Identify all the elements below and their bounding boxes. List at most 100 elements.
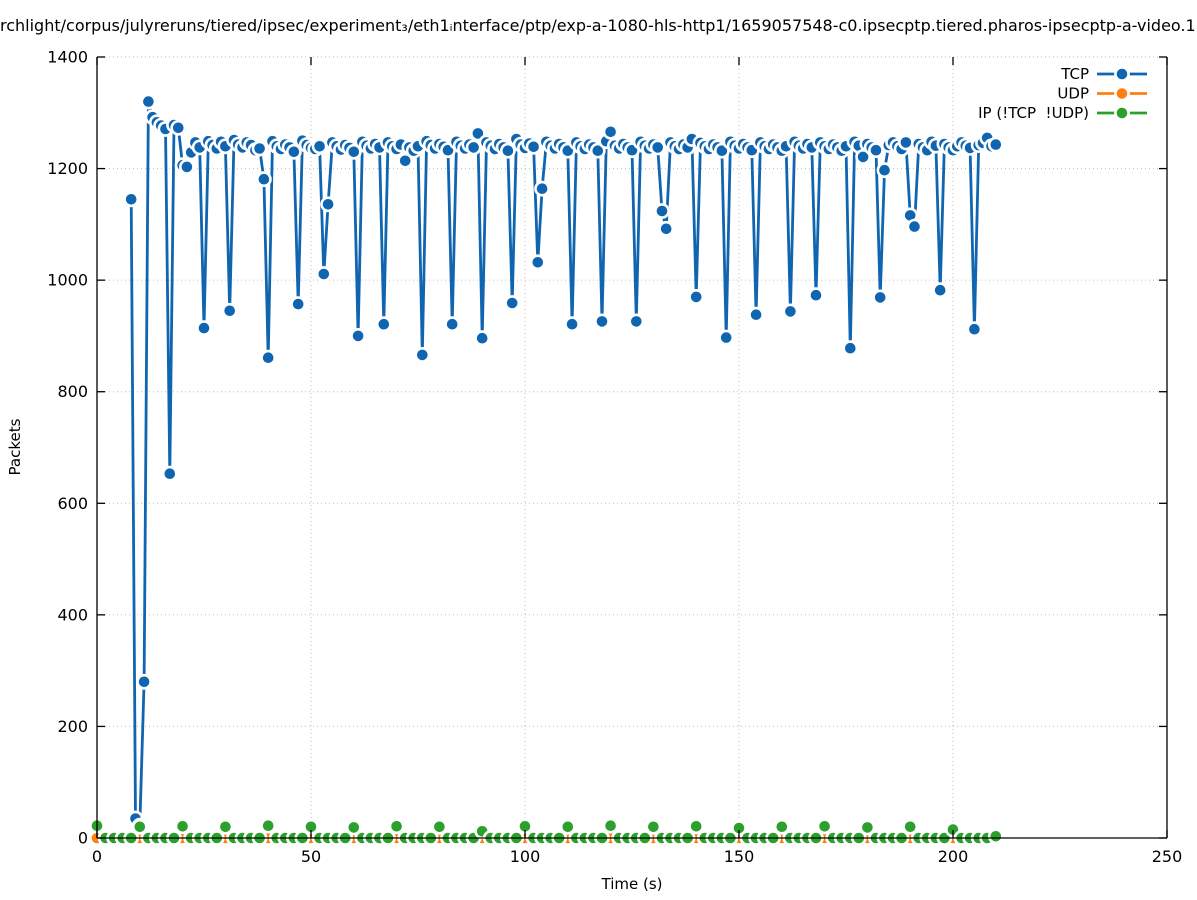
- x-tick-label: 150: [724, 847, 755, 866]
- data-point-marker: [474, 330, 491, 347]
- legend-item-ip-other: IP (!TCP !UDP): [978, 104, 1147, 122]
- data-point-marker: [842, 340, 859, 357]
- data-point-marker: [645, 818, 662, 835]
- data-point-marker: [140, 93, 157, 110]
- data-point-marker: [221, 302, 238, 319]
- data-point-marker: [649, 139, 666, 156]
- data-point-marker: [388, 818, 405, 835]
- tick-label-layer: 0 50 100 150 200 250 0 200 400 600 800 1000 1200 1400: [47, 48, 1182, 867]
- y-tick-label: 600: [57, 494, 88, 513]
- data-point-marker: [898, 134, 914, 151]
- data-point-marker: [174, 818, 191, 835]
- data-point-marker: [217, 818, 234, 835]
- data-point-marker: [345, 819, 362, 836]
- y-tick-label: 400: [57, 605, 88, 624]
- data-point-marker: [966, 321, 983, 338]
- data-point-marker: [688, 818, 705, 835]
- data-point-marker: [534, 180, 550, 197]
- data-point-marker: [397, 152, 414, 169]
- series-tcp: [123, 93, 1004, 834]
- x-tick-label: 0: [92, 847, 102, 866]
- series-layer: [89, 93, 1004, 846]
- data-point-marker: [808, 287, 824, 304]
- y-tick-label: 200: [57, 717, 88, 736]
- data-point-marker: [902, 818, 919, 835]
- data-point-marker: [136, 673, 152, 690]
- y-tick-label: 1000: [47, 271, 88, 290]
- series-ip-other: [89, 817, 1004, 846]
- data-point-marker: [654, 203, 670, 219]
- data-point-marker: [589, 142, 606, 159]
- data-point-marker: [718, 329, 735, 346]
- data-point-marker: [315, 266, 332, 282]
- x-tick-label: 100: [510, 847, 541, 866]
- data-point-marker: [123, 191, 140, 208]
- data-point-marker: [987, 136, 1004, 153]
- legend-marker: [1114, 85, 1130, 102]
- data-point-marker: [987, 828, 1004, 845]
- legend-marker: [1114, 66, 1130, 82]
- data-point-marker: [431, 818, 448, 835]
- chart-title: rchlight/corpus/julyreruns/tiered/ipsec/…: [0, 16, 1196, 35]
- data-point-marker: [859, 819, 876, 836]
- axes-layer: [96, 56, 1168, 839]
- data-point-marker: [285, 143, 302, 160]
- legend-marker: [1114, 105, 1130, 121]
- data-point-marker: [414, 346, 431, 363]
- legend-item-udp: UDP: [1057, 85, 1147, 103]
- data-point-marker: [260, 817, 277, 834]
- data-point-marker: [559, 818, 576, 835]
- series-line: [129, 101, 997, 831]
- data-point-marker: [688, 288, 705, 305]
- data-point-marker: [628, 313, 645, 330]
- x-tick-label: 200: [938, 847, 969, 866]
- data-point-marker: [170, 119, 187, 136]
- legend-label: UDP: [1057, 85, 1089, 103]
- data-point-marker: [499, 142, 516, 159]
- data-point-marker: [311, 138, 328, 155]
- x-tick-label: 50: [301, 847, 321, 866]
- y-tick-label: 1200: [47, 159, 88, 178]
- data-point-marker: [255, 171, 272, 188]
- y-axis-label: Packets: [6, 418, 24, 475]
- y-tick-label: 0: [78, 829, 88, 848]
- data-point-marker: [773, 818, 790, 835]
- data-point-marker: [290, 296, 307, 312]
- data-point-marker: [504, 295, 521, 311]
- data-point-marker: [444, 316, 461, 333]
- data-point-marker: [602, 123, 619, 140]
- data-point-marker: [876, 162, 893, 179]
- data-point-marker: [868, 142, 884, 159]
- data-point-marker: [782, 303, 799, 320]
- data-point-marker: [178, 158, 195, 175]
- y-tick-label: 1400: [47, 48, 88, 67]
- data-point-marker: [260, 349, 277, 366]
- data-point-marker: [816, 818, 833, 835]
- data-point-marker: [320, 196, 336, 213]
- data-point-marker: [196, 320, 212, 336]
- data-point-marker: [525, 138, 542, 155]
- data-point-marker: [906, 218, 923, 235]
- data-point-marker: [345, 143, 362, 160]
- data-point-marker: [375, 316, 392, 333]
- data-point-marker: [350, 327, 366, 344]
- data-point-marker: [131, 818, 148, 835]
- y-tick-label: 800: [57, 382, 88, 401]
- data-point-marker: [161, 465, 178, 482]
- x-axis-label: Time (s): [601, 875, 663, 893]
- data-point-marker: [658, 220, 675, 237]
- data-point-marker: [872, 289, 889, 306]
- data-point-marker: [748, 306, 764, 323]
- data-point-marker: [932, 282, 949, 299]
- legend-label: IP (!TCP !UDP): [978, 104, 1089, 122]
- legend-item-tcp: TCP: [1060, 65, 1147, 83]
- data-point-marker: [529, 254, 546, 271]
- legend-label: TCP: [1060, 65, 1089, 83]
- data-point-marker: [564, 316, 580, 333]
- data-point-marker: [594, 313, 610, 330]
- data-point-marker: [251, 140, 268, 157]
- data-point-marker: [465, 139, 482, 156]
